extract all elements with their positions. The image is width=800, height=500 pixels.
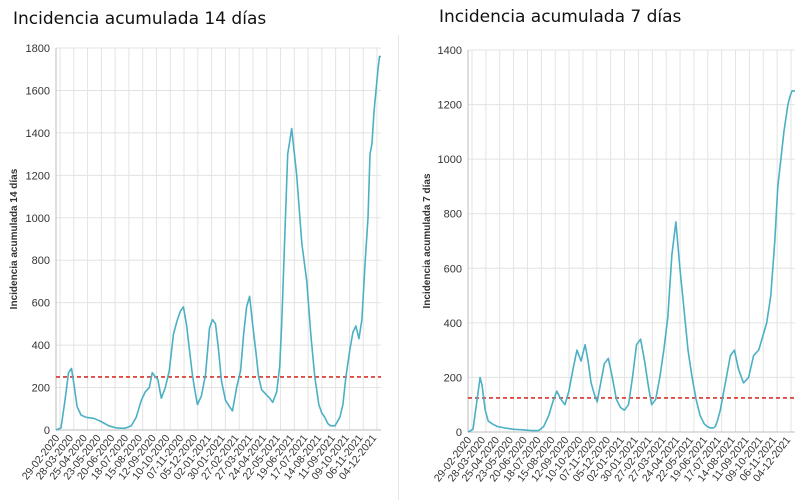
y-tick-label: 1200 (26, 170, 50, 182)
chart-title: Incidencia acumulada 7 días (439, 7, 682, 27)
panel-divider (398, 35, 399, 500)
y-tick-label: 0 (456, 427, 462, 439)
chart-panel-14: Incidencia acumulada 14 días 29-02-2020 2… (0, 0, 398, 500)
y-tick-label: 200 (32, 383, 50, 395)
y-tick-label: 1200 (438, 100, 462, 112)
series-line (55, 55, 381, 431)
y-tick-label: 1000 (26, 213, 50, 225)
y-tick-label: 200 (444, 372, 462, 384)
y-tick-label: 600 (32, 298, 50, 310)
chart-14-days: 29-02-202028-03-202025-04-202023-05-2020… (9, 43, 381, 482)
chart-title: Incidencia acumulada 14 días (13, 9, 267, 29)
y-tick-label: 600 (444, 263, 462, 275)
y-tick-label: 1400 (438, 45, 462, 57)
chart-7-days: 29-02-202028-03-202025-04-202023-05-2020… (422, 45, 795, 484)
y-axis-label: Incidencia acumulada 14 días (9, 168, 20, 309)
series-line (467, 90, 795, 433)
y-tick-label: 400 (444, 318, 462, 330)
y-tick-label: 0 (44, 425, 50, 437)
y-tick-label: 400 (32, 340, 50, 352)
y-tick-label: 800 (32, 255, 50, 267)
chart-panel-7: Incidencia acumulada 7 días 29-02-2020 28… (399, 0, 800, 500)
y-tick-label: 1600 (26, 85, 50, 97)
y-axis-label: Incidencia acumulada 7 días (422, 173, 433, 308)
y-tick-label: 800 (444, 209, 462, 221)
y-tick-label: 1800 (26, 43, 50, 55)
y-tick-label: 1400 (26, 128, 50, 140)
y-tick-label: 1000 (438, 154, 462, 166)
